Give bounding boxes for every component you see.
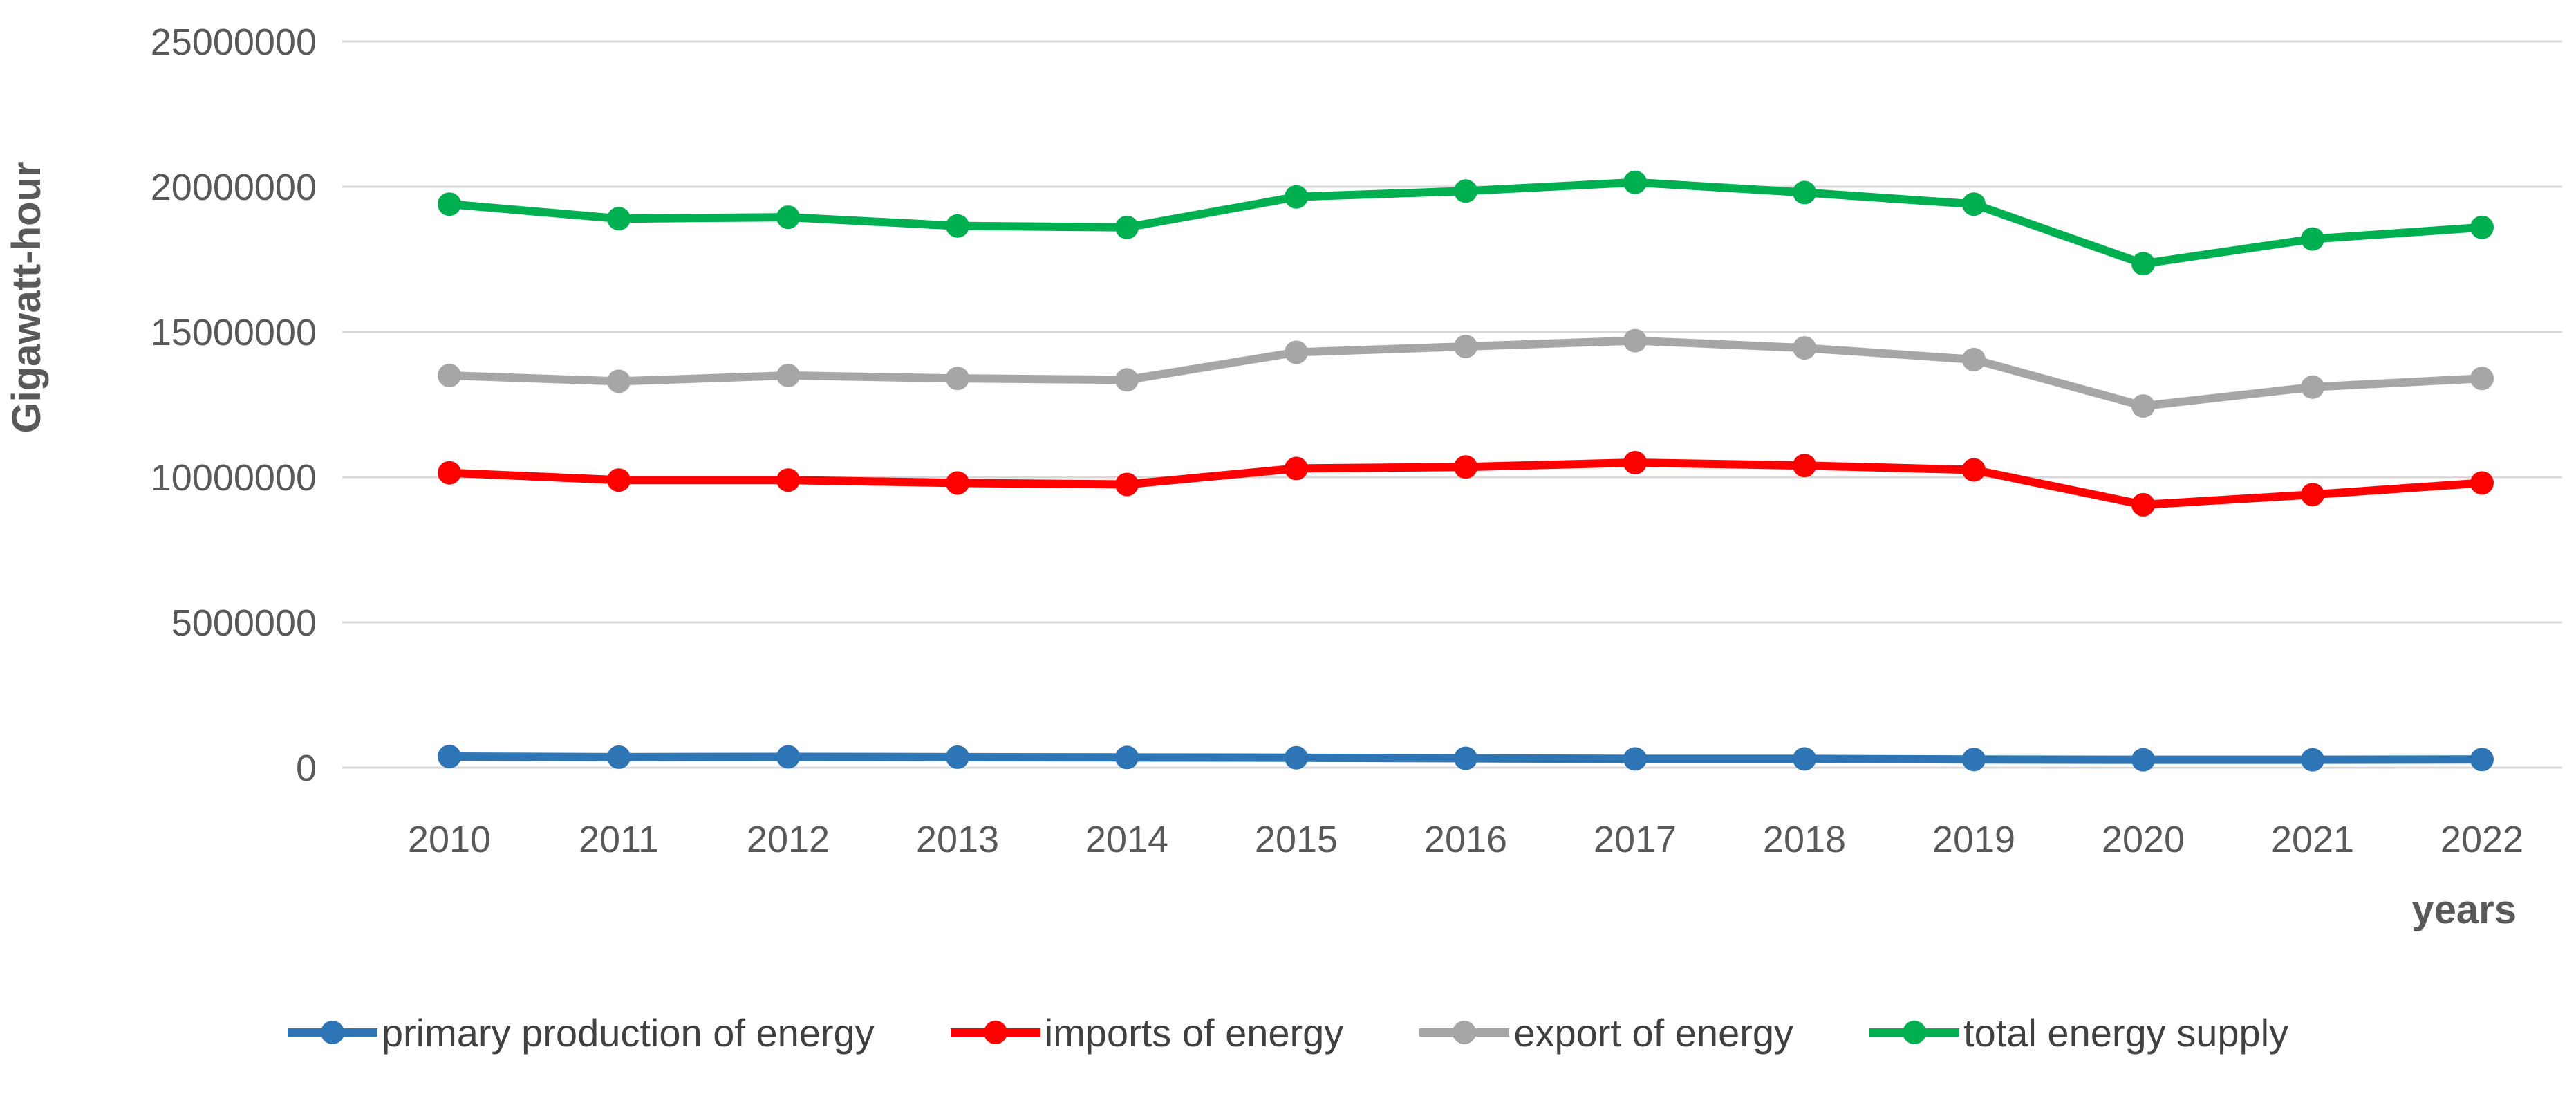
x-tick-label: 2022	[2440, 819, 2523, 860]
data-point-marker	[1793, 454, 1816, 478]
x-axis-title: years	[2411, 887, 2517, 932]
data-point-marker	[2131, 748, 2155, 772]
data-point-marker	[1454, 746, 1477, 770]
chart-legend: primary production of energy imports of e…	[0, 1001, 2576, 1064]
x-tick-label: 2021	[2271, 819, 2354, 860]
data-point-marker	[2470, 215, 2494, 239]
data-point-marker	[607, 369, 631, 393]
data-point-marker	[607, 468, 631, 492]
data-point-marker	[1793, 747, 1816, 771]
data-point-marker	[2131, 394, 2155, 418]
data-point-marker	[946, 214, 969, 238]
data-point-marker	[1962, 347, 1986, 371]
data-point-marker	[438, 461, 461, 485]
data-point-marker	[438, 745, 461, 769]
data-point-marker	[2470, 748, 2494, 772]
data-point-marker	[1454, 179, 1477, 203]
legend-dot	[320, 1021, 344, 1044]
data-point-marker	[1285, 456, 1308, 481]
data-point-marker	[607, 207, 631, 231]
y-tick-label: 25000000	[151, 21, 317, 63]
data-point-marker	[1454, 455, 1477, 479]
legend-dot	[1453, 1021, 1477, 1044]
data-point-marker	[1285, 340, 1308, 364]
data-point-marker	[1962, 458, 1986, 482]
data-point-marker	[438, 364, 461, 387]
data-point-marker	[776, 205, 800, 230]
data-point-marker	[1793, 336, 1816, 360]
data-point-marker	[2470, 367, 2494, 391]
data-point-marker	[1623, 170, 1647, 194]
x-tick-label: 2018	[1763, 819, 1846, 860]
data-point-marker	[1285, 185, 1308, 209]
x-tick-label: 2011	[579, 819, 659, 860]
data-point-marker	[946, 745, 969, 769]
legend-label: imports of energy	[1044, 1010, 1344, 1055]
data-point-marker	[1115, 368, 1139, 392]
data-point-marker	[946, 367, 969, 391]
legend-item-total-energy-supply: total energy supply	[1869, 1010, 2288, 1055]
legend-marker-icon	[287, 1021, 377, 1044]
data-point-marker	[2301, 748, 2324, 772]
data-point-marker	[1115, 745, 1139, 770]
data-point-marker	[1115, 215, 1139, 239]
legend-label: primary production of energy	[381, 1010, 875, 1055]
legend-item-export-of-energy: export of energy	[1419, 1010, 1793, 1055]
data-point-marker	[2131, 492, 2155, 517]
x-tick-label: 2014	[1085, 819, 1168, 860]
data-point-marker	[1623, 328, 1647, 353]
data-point-marker	[2470, 471, 2494, 495]
x-tick-label: 2013	[916, 819, 999, 860]
axis-labels-layer: 0 5000000 10000000 15000000 20000000 25000000…	[151, 21, 2523, 860]
data-point-marker	[1454, 335, 1477, 358]
legend-label: total energy supply	[1963, 1010, 2289, 1055]
x-tick-label: 2020	[2102, 819, 2185, 860]
legend-label: export of energy	[1513, 1010, 1794, 1055]
data-point-marker	[776, 468, 800, 492]
legend-marker-icon	[1419, 1021, 1510, 1044]
x-tick-label: 2017	[1594, 819, 1677, 860]
series-layer	[438, 170, 2494, 772]
legend-item-imports-of-energy: imports of energy	[950, 1010, 1344, 1055]
data-point-marker	[1115, 472, 1139, 497]
x-tick-label: 2015	[1255, 819, 1338, 860]
data-point-marker	[1793, 180, 1816, 205]
x-tick-label: 2012	[747, 819, 830, 860]
data-point-marker	[776, 364, 800, 387]
y-tick-label: 10000000	[151, 457, 317, 499]
x-tick-label: 2010	[408, 819, 491, 860]
legend-marker-icon	[1869, 1021, 1960, 1044]
data-point-marker	[607, 745, 631, 769]
y-tick-label: 5000000	[171, 602, 317, 644]
data-point-marker	[776, 745, 800, 769]
data-point-marker	[1962, 192, 1986, 216]
x-tick-label: 2019	[1932, 819, 2015, 860]
data-point-marker	[2131, 252, 2155, 276]
y-tick-label: 0	[296, 748, 317, 789]
legend-dot	[1903, 1021, 1927, 1044]
data-point-marker	[1962, 748, 1986, 772]
gridlines-layer	[342, 40, 2562, 769]
data-point-marker	[2301, 483, 2324, 507]
legend-item-primary-production-of-energy: primary production of energy	[287, 1010, 875, 1055]
data-point-marker	[438, 192, 461, 216]
data-point-marker	[946, 471, 969, 495]
data-point-marker	[2301, 375, 2324, 399]
data-point-marker	[1285, 745, 1308, 770]
data-point-marker	[2301, 227, 2324, 251]
x-tick-label: 2016	[1424, 819, 1507, 860]
y-tick-label: 20000000	[151, 167, 317, 208]
y-axis-title: Gigawatt-hour	[4, 161, 49, 433]
data-point-marker	[1623, 451, 1647, 474]
legend-marker-icon	[950, 1021, 1040, 1044]
y-tick-label: 15000000	[151, 312, 317, 353]
data-point-marker	[1623, 747, 1647, 771]
legend-dot	[983, 1021, 1007, 1044]
